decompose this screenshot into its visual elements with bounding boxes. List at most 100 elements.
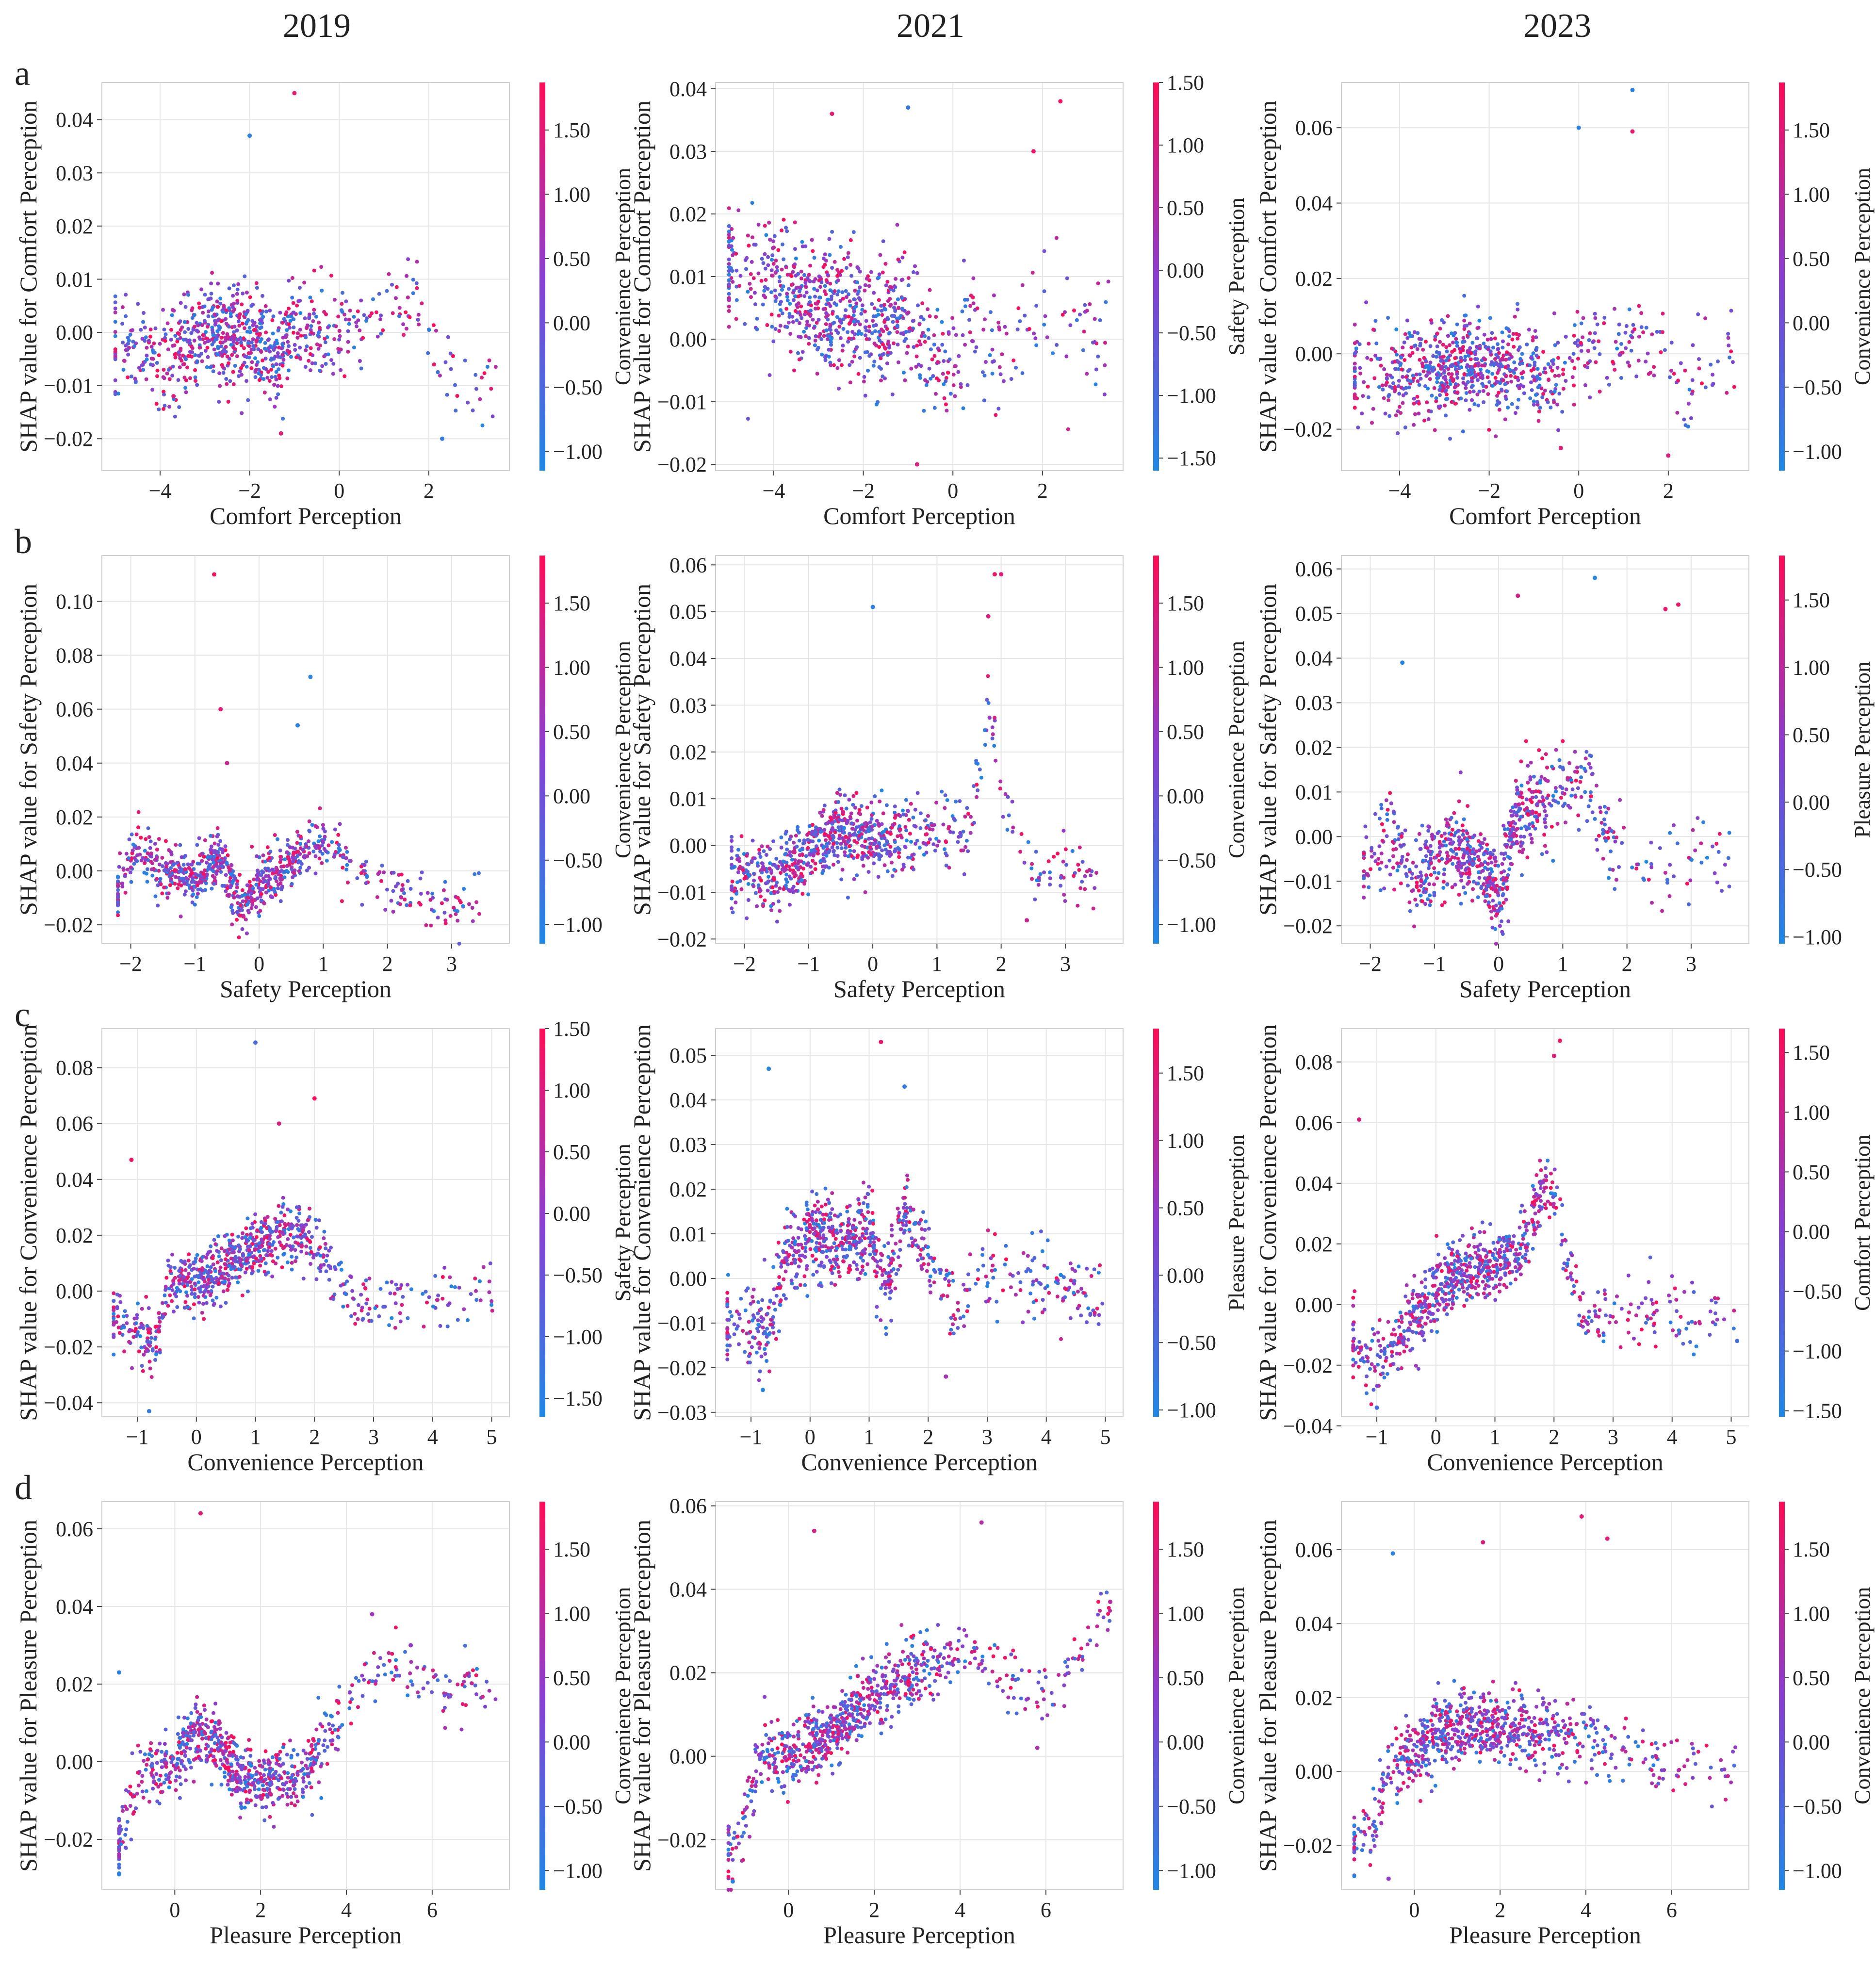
data-point	[871, 319, 875, 323]
data-point	[793, 220, 797, 225]
data-point	[1572, 323, 1577, 328]
data-point	[175, 861, 179, 865]
data-point	[196, 892, 200, 896]
data-point	[1461, 833, 1465, 837]
data-point	[293, 868, 297, 872]
data-point	[1683, 423, 1688, 427]
data-point	[445, 393, 449, 397]
data-point	[1647, 878, 1651, 882]
data-point	[294, 850, 299, 854]
data-point	[321, 826, 326, 831]
data-point	[1553, 786, 1558, 790]
data-point	[796, 825, 800, 829]
data-point	[290, 276, 294, 280]
data-point	[727, 278, 731, 282]
y-tick-label: 0.04	[1295, 192, 1333, 215]
data-point	[764, 881, 768, 885]
data-point	[779, 299, 783, 304]
data-point	[1505, 350, 1509, 355]
data-point	[755, 316, 759, 321]
data-point	[891, 823, 895, 827]
data-point	[213, 321, 218, 325]
data-point	[976, 788, 980, 792]
data-point	[188, 341, 192, 345]
data-point	[946, 370, 950, 375]
data-point	[748, 281, 752, 286]
data-point	[1569, 793, 1574, 798]
data-point	[1426, 849, 1431, 853]
data-point	[1533, 363, 1537, 368]
y-tick-label: −0.01	[657, 390, 707, 414]
data-point	[1007, 813, 1011, 818]
data-point	[736, 208, 741, 213]
data-point	[228, 872, 233, 876]
data-point	[790, 314, 795, 319]
data-point	[237, 324, 242, 328]
data-point	[769, 908, 773, 913]
data-point	[1382, 396, 1386, 400]
data-point	[1579, 321, 1583, 326]
data-point	[361, 336, 365, 340]
data-point	[1387, 858, 1392, 863]
x-tick-label: 2	[1037, 479, 1048, 503]
data-point	[337, 337, 342, 342]
data-point	[766, 287, 770, 291]
data-point	[1564, 787, 1568, 791]
data-point	[404, 310, 408, 314]
data-point	[1425, 400, 1429, 405]
data-point	[943, 806, 947, 810]
data-point	[871, 314, 876, 318]
data-point	[434, 328, 438, 333]
data-point	[1442, 868, 1447, 871]
data-point	[141, 368, 146, 372]
data-point	[473, 373, 478, 377]
data-point	[1613, 839, 1617, 844]
data-point	[1470, 899, 1474, 903]
data-point	[443, 918, 448, 923]
data-point	[221, 340, 225, 344]
data-point	[337, 843, 341, 847]
data-point	[235, 894, 240, 899]
data-point	[750, 859, 754, 863]
y-tick-label: 0.00	[1295, 342, 1333, 366]
data-point	[283, 857, 287, 862]
data-point	[121, 868, 126, 872]
data-point	[1437, 388, 1442, 392]
data-point	[974, 345, 979, 349]
data-point	[473, 872, 477, 876]
data-point	[946, 330, 951, 334]
data-point	[1405, 884, 1410, 888]
data-point	[1386, 807, 1390, 812]
data-point	[1555, 402, 1560, 407]
colorbar-tick-label: 1.50	[1793, 118, 1830, 142]
data-point	[170, 313, 174, 317]
data-point	[295, 331, 300, 335]
data-point	[897, 848, 902, 852]
data-point	[169, 328, 173, 332]
data-point	[165, 896, 170, 900]
data-point	[816, 852, 820, 856]
data-point	[1403, 865, 1407, 869]
data-point	[245, 883, 249, 887]
data-point	[178, 365, 182, 370]
data-point	[165, 371, 169, 376]
data-point	[215, 826, 220, 830]
data-point	[1464, 391, 1468, 395]
data-point	[1716, 359, 1720, 363]
data-point	[793, 294, 797, 298]
data-point	[264, 310, 268, 314]
data-point	[227, 865, 231, 869]
data-point	[219, 336, 224, 340]
data-point	[868, 820, 872, 825]
data-point	[1459, 356, 1463, 360]
y-tick-label: 0.10	[56, 590, 93, 613]
data-point	[1372, 852, 1377, 856]
data-point	[258, 909, 262, 913]
data-point	[1614, 878, 1618, 882]
data-point	[231, 294, 235, 298]
scatter-points	[113, 91, 498, 441]
data-point	[163, 839, 168, 843]
data-point	[146, 826, 150, 831]
data-point	[307, 839, 310, 843]
data-point	[1554, 748, 1558, 752]
